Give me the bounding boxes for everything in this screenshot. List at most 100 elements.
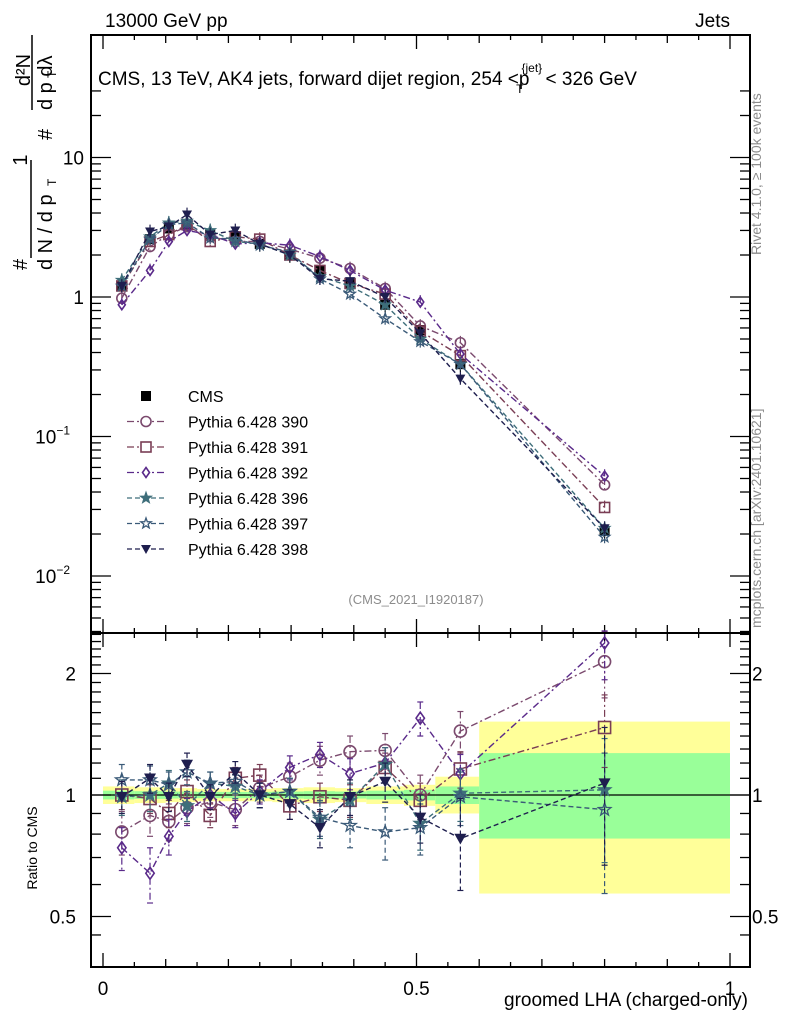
marker-square-open [597,720,612,735]
ratio-series-line [121,763,605,840]
series-pythia-6-428-398 [116,207,610,536]
data-point [205,230,216,240]
data-point [453,356,468,371]
marker-square-open [598,501,611,514]
marker-triangle-down [253,790,266,801]
data-point [415,329,426,339]
legend-item: Pythia 6.428 391 [127,440,308,457]
legend-marker [141,545,151,554]
ratio-point [144,865,156,881]
marker-triangle-down [230,226,241,236]
ratio-point [162,791,175,803]
series-line [121,223,606,508]
y-label-den2: d p dλ [35,56,57,110]
marker-triangle-down [204,791,217,803]
marker-triangle-down [314,274,325,284]
y-label-hash2: # [35,128,57,140]
ratio-frame [90,632,751,968]
plot-title: CMS, 13 TeV, AK4 jets, forward dijet reg… [98,61,637,96]
marker-diamond-open [415,710,426,726]
ratio-point [144,773,157,785]
marker-square-open [140,441,152,453]
data-point [378,297,393,311]
data-point [599,524,610,534]
ratio-point [143,808,157,823]
x-tick-label: 0.5 [403,979,429,1000]
legend-marker [140,415,152,428]
ratio-point [230,806,241,821]
legend-item: Pythia 6.428 397 [127,516,308,534]
marker-triangle-down [162,791,175,803]
legend-marker [138,490,154,504]
data-point [345,277,356,287]
ratio-point [377,823,394,839]
data-point [342,286,358,301]
marker-star [597,529,612,544]
series-line [121,222,606,538]
ratio-point [204,791,217,803]
title-part-1: CMS, 13 TeV, AK4 jets, forward dijet reg… [98,69,519,90]
marker-triangle-down [345,277,356,287]
marker-triangle-down [115,791,128,803]
legend-item: Pythia 6.428 392 [127,465,308,483]
ratio-y-tick-label-left: 0.5 [50,908,76,929]
plot-title-text: CMS, 13 TeV, AK4 jets, forward dijet reg… [98,61,637,96]
ratio-point [283,799,296,810]
ratio-y-tick-label-left: 1 [65,786,76,807]
marker-triangle-down [116,281,127,291]
marker-triangle-down [379,776,392,788]
marker-circle-open [453,724,468,738]
ratio-point [314,747,326,762]
ratio-point [163,828,175,844]
ratio-point [379,776,392,788]
marker-triangle-down [598,778,611,790]
marker-diamond-open [314,747,326,762]
ratio-point [253,790,266,801]
data-point [598,501,611,514]
data-point [380,293,391,302]
title-superscript: {jet} [521,61,542,75]
data-point [116,281,127,291]
marker-triangle-down [181,759,194,771]
marker-square [141,391,151,401]
marker-circle-open [143,808,157,823]
data-point [142,231,158,246]
data-point [284,251,295,261]
marker-diamond-open [145,264,155,277]
ratio-point [115,791,128,803]
y-tick-label: 10−2 [35,563,70,588]
marker-triangle-down [454,833,467,845]
legend-label: Pythia 6.428 390 [188,415,308,432]
x-tick-label: 1 [725,979,736,1000]
ratio-point [343,744,357,759]
legend-label: Pythia 6.428 397 [188,517,308,534]
series-pythia-6-428-396 [114,213,612,536]
data-point [228,231,243,246]
data-point [413,334,428,348]
header-right: Jets [695,11,730,32]
ratio-y-tick-label-right: 1 [752,786,763,807]
y-tick-label: 10 [63,149,84,170]
data-point [117,298,127,312]
ratio-point [313,822,326,834]
marker-star [227,772,244,789]
marker-triangle-down [254,239,265,249]
legend-label: Pythia 6.428 396 [188,491,308,508]
legend-gap [141,516,151,531]
data-point [182,210,193,220]
ratio-point [598,778,611,790]
data-point [455,374,466,384]
marker-circle-open [140,415,152,428]
marker-star [413,334,428,348]
marker-diamond-open [116,840,127,856]
y-label-num2: d²N [13,54,35,86]
header-left: 13000 GeV pp [105,11,228,32]
mcplots-label: mcplots.cern.ch [arXiv:2401.10621] [748,409,764,628]
data-point [182,224,192,237]
legend-gap [141,465,151,480]
y-label-num1: 1 [10,154,32,165]
marker-triangle-down [229,767,242,779]
legend-item: Pythia 6.428 398 [127,542,308,559]
y-tick-exponent: −1 [56,424,70,438]
